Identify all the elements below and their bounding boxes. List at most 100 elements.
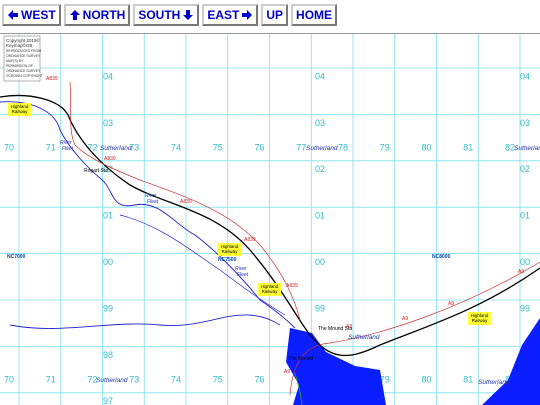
grid: 7070717172727373747475757676777778787979… [0, 34, 540, 405]
arrow-icon [242, 10, 253, 20]
northing-label: 01 [315, 211, 325, 221]
northing-label: 98 [103, 350, 113, 360]
square-label: NC8000 [432, 254, 451, 260]
road-label: A839 [286, 283, 298, 289]
river-label: River [145, 193, 157, 199]
easting-label: 71 [46, 374, 56, 384]
northing-label: 03 [520, 118, 530, 128]
road-label: A9 [448, 301, 454, 307]
river [119, 214, 286, 316]
northing-label: 99 [103, 303, 113, 313]
easting-label: 71 [46, 142, 56, 152]
button-label: HOME [296, 8, 333, 22]
nav-bar: WEST NORTH SOUTH EAST UP HOME [2, 4, 338, 26]
railway-line [0, 94, 540, 357]
northing-label: 00 [520, 257, 530, 267]
square-label: NC7500 [218, 257, 237, 263]
road-label: A839 [244, 237, 256, 243]
district-label: Sutherland [96, 377, 128, 384]
label-bg [258, 283, 281, 296]
copyright-box [3, 35, 41, 82]
easting-label: 73 [129, 142, 139, 152]
river-label: River [60, 140, 72, 146]
river [9, 314, 281, 329]
northing-label: 99 [520, 303, 530, 313]
road-label: A9 [402, 316, 408, 322]
river-label: Fleet [237, 272, 249, 278]
district-label: Sutherland [100, 145, 132, 152]
place-label: The Mound [288, 356, 314, 362]
copyright-line: ORDNANCE SURVEY [6, 54, 41, 58]
northing-label: 00 [103, 257, 113, 267]
west-button[interactable]: WEST [2, 4, 61, 26]
river [294, 372, 303, 405]
copyright-line: MAP(S) BY [6, 59, 24, 63]
northing-label: 00 [315, 257, 325, 267]
railway-label: Railway [12, 109, 29, 114]
northing-label: 97 [103, 396, 113, 405]
easting-label: 76 [254, 374, 264, 384]
easting-label: 82 [505, 142, 515, 152]
copyright-line: ©CROWN COPYRIGHT [6, 74, 43, 78]
copyright-line: REPRODUCED FROM [6, 49, 41, 53]
railway-label: Highland [11, 104, 29, 109]
easting-label: 72 [87, 374, 97, 384]
easting-label: 74 [171, 374, 181, 384]
railway-label: Railway [262, 289, 279, 294]
northing-label: 04 [103, 71, 113, 81]
easting-label: 76 [254, 142, 264, 152]
east-button[interactable]: EAST [202, 4, 259, 26]
arrow-icon [183, 10, 194, 20]
northing-label: 04 [315, 71, 325, 81]
button-label: NORTH [82, 8, 126, 22]
road-label: A839 [180, 199, 192, 205]
river [0, 101, 296, 329]
river-label: Fleet [147, 199, 159, 205]
railway-label: Highland [261, 284, 279, 289]
road-label: A839 [46, 76, 58, 82]
copyright-line: PERMISSION OF [6, 64, 33, 68]
square-label: NC7000 [7, 254, 26, 260]
label-bg [8, 103, 31, 116]
place-label: Rogart Sta [84, 168, 108, 174]
road-label: A9 [346, 324, 352, 330]
railway-label: Railway [472, 318, 489, 323]
district-label: Sutherland [514, 145, 540, 152]
northing-label: 03 [103, 118, 113, 128]
up-button[interactable]: UP [261, 4, 289, 26]
northing-label: 02 [520, 164, 530, 174]
easting-label: 72 [87, 142, 97, 152]
railway-label: Highland [471, 313, 489, 318]
district-label: Sutherland [478, 379, 510, 386]
easting-label: 78 [338, 142, 348, 152]
road [289, 261, 540, 396]
easting-label: 77 [296, 142, 306, 152]
northing-label: 04 [520, 71, 530, 81]
northing-label: 01 [520, 211, 530, 221]
button-label: WEST [21, 8, 56, 22]
road-label: A839 [104, 156, 116, 162]
easting-label: 79 [380, 374, 390, 384]
map: 7070717172727373747475757676777778787979… [0, 33, 540, 405]
district-label: Sutherland [306, 145, 338, 152]
easting-label: 70 [4, 142, 14, 152]
place-label: The Mound Sta [318, 326, 352, 332]
label-bg [218, 243, 241, 256]
north-button[interactable]: NORTH [63, 4, 131, 26]
easting-label: 80 [421, 142, 431, 152]
copyright-line: Copyright 2019© [6, 37, 41, 43]
label-bg [468, 312, 491, 325]
button-label: EAST [207, 8, 240, 22]
northing-label: 01 [103, 211, 113, 221]
easting-label: 75 [213, 374, 223, 384]
district-label: Sutherland [348, 334, 380, 341]
easting-label: 75 [213, 142, 223, 152]
road-label: A9 [518, 269, 524, 275]
easting-label: 74 [171, 142, 181, 152]
easting-label: 81 [463, 142, 473, 152]
south-button[interactable]: SOUTH [133, 4, 200, 26]
home-button[interactable]: HOME [291, 4, 338, 26]
easting-label: 73 [129, 374, 139, 384]
